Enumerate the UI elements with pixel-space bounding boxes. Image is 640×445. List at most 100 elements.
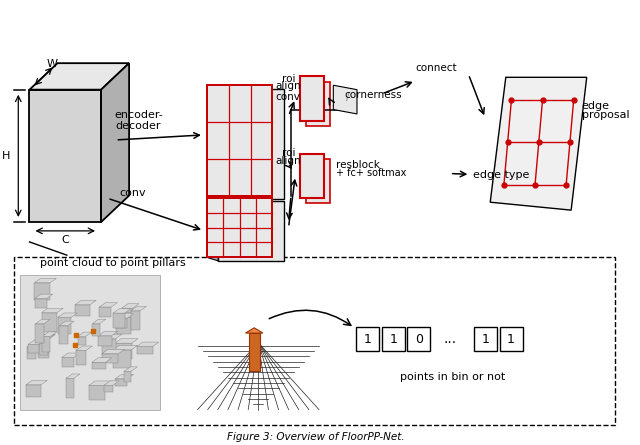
Polygon shape (28, 340, 45, 344)
Text: proposal: proposal (582, 110, 629, 120)
Bar (474, 327, 497, 351)
Bar (115, 379, 127, 386)
Polygon shape (92, 319, 106, 324)
Text: ...: ... (444, 332, 457, 346)
Polygon shape (77, 332, 92, 336)
Text: C: C (61, 235, 69, 245)
Text: encoder-
decoder: encoder- decoder (114, 110, 163, 131)
Bar (218, 89, 284, 199)
Text: align: align (276, 81, 301, 91)
Text: 1: 1 (507, 332, 515, 345)
Text: 1: 1 (482, 332, 490, 345)
Bar (102, 354, 118, 363)
Bar (207, 85, 272, 195)
Polygon shape (101, 63, 129, 222)
Bar (35, 283, 50, 300)
Polygon shape (122, 304, 139, 308)
Polygon shape (490, 77, 587, 210)
Polygon shape (38, 335, 56, 339)
Bar (356, 327, 380, 351)
Bar (42, 313, 57, 332)
Text: connect: connect (415, 63, 457, 73)
Bar (115, 343, 132, 359)
Bar (500, 327, 523, 351)
Polygon shape (27, 343, 42, 347)
Polygon shape (102, 334, 122, 339)
Bar (28, 344, 38, 353)
Text: roi: roi (282, 73, 295, 84)
Bar (408, 327, 431, 351)
Bar (306, 82, 330, 126)
Polygon shape (60, 321, 74, 326)
Bar (60, 326, 68, 344)
Polygon shape (35, 294, 52, 299)
Polygon shape (116, 313, 138, 317)
Polygon shape (38, 335, 54, 340)
Text: edge: edge (582, 101, 610, 111)
Polygon shape (113, 309, 131, 313)
Text: align: align (276, 156, 301, 166)
Bar (58, 317, 71, 334)
Bar (99, 307, 111, 317)
Polygon shape (102, 349, 124, 354)
Bar (76, 350, 86, 365)
Text: roi: roi (282, 148, 295, 158)
Polygon shape (115, 339, 138, 343)
Bar (306, 159, 330, 203)
Polygon shape (99, 331, 118, 336)
Polygon shape (207, 198, 218, 261)
Polygon shape (333, 85, 357, 114)
Bar (35, 324, 44, 343)
Text: 1: 1 (364, 332, 372, 345)
Text: points in bin or not: points in bin or not (400, 372, 506, 382)
Polygon shape (246, 328, 263, 333)
Text: edge type: edge type (473, 170, 529, 180)
Polygon shape (207, 85, 218, 199)
Bar (115, 318, 127, 328)
Text: H: H (2, 151, 10, 161)
Bar (27, 347, 36, 359)
Bar (207, 85, 272, 195)
Bar (207, 198, 272, 257)
Bar (124, 371, 131, 382)
Polygon shape (58, 313, 77, 317)
Bar (89, 385, 106, 400)
Bar (38, 339, 49, 358)
Text: Figure 3: Overview of FloorPP-Net.: Figure 3: Overview of FloorPP-Net. (227, 433, 404, 442)
Text: cornerness: cornerness (344, 90, 401, 100)
Polygon shape (113, 345, 138, 350)
Bar (14, 257, 615, 425)
Bar (300, 77, 324, 121)
Bar (102, 339, 116, 356)
Text: 0: 0 (415, 332, 423, 345)
Text: /: / (346, 93, 350, 102)
Polygon shape (35, 278, 56, 283)
Polygon shape (42, 308, 63, 313)
Polygon shape (115, 374, 134, 379)
FancyBboxPatch shape (20, 275, 160, 410)
Text: conv: conv (119, 188, 145, 198)
Bar (26, 385, 41, 397)
Bar (66, 378, 74, 398)
Polygon shape (89, 381, 111, 385)
Polygon shape (29, 63, 129, 89)
Polygon shape (75, 300, 96, 305)
Bar (77, 336, 86, 345)
Bar (42, 336, 51, 352)
Text: point cloud to point pillars: point cloud to point pillars (40, 258, 186, 267)
Bar (99, 336, 111, 346)
Text: conv: conv (275, 92, 300, 102)
Polygon shape (131, 306, 147, 311)
Polygon shape (62, 353, 80, 357)
Bar (38, 340, 48, 355)
Bar (207, 198, 272, 257)
Text: W: W (47, 59, 58, 69)
Bar (62, 357, 74, 367)
Bar (92, 362, 106, 369)
Polygon shape (26, 380, 47, 385)
Polygon shape (29, 89, 101, 222)
Bar (116, 317, 131, 334)
Bar (104, 385, 113, 392)
Polygon shape (92, 358, 112, 362)
Text: 1: 1 (390, 332, 397, 345)
